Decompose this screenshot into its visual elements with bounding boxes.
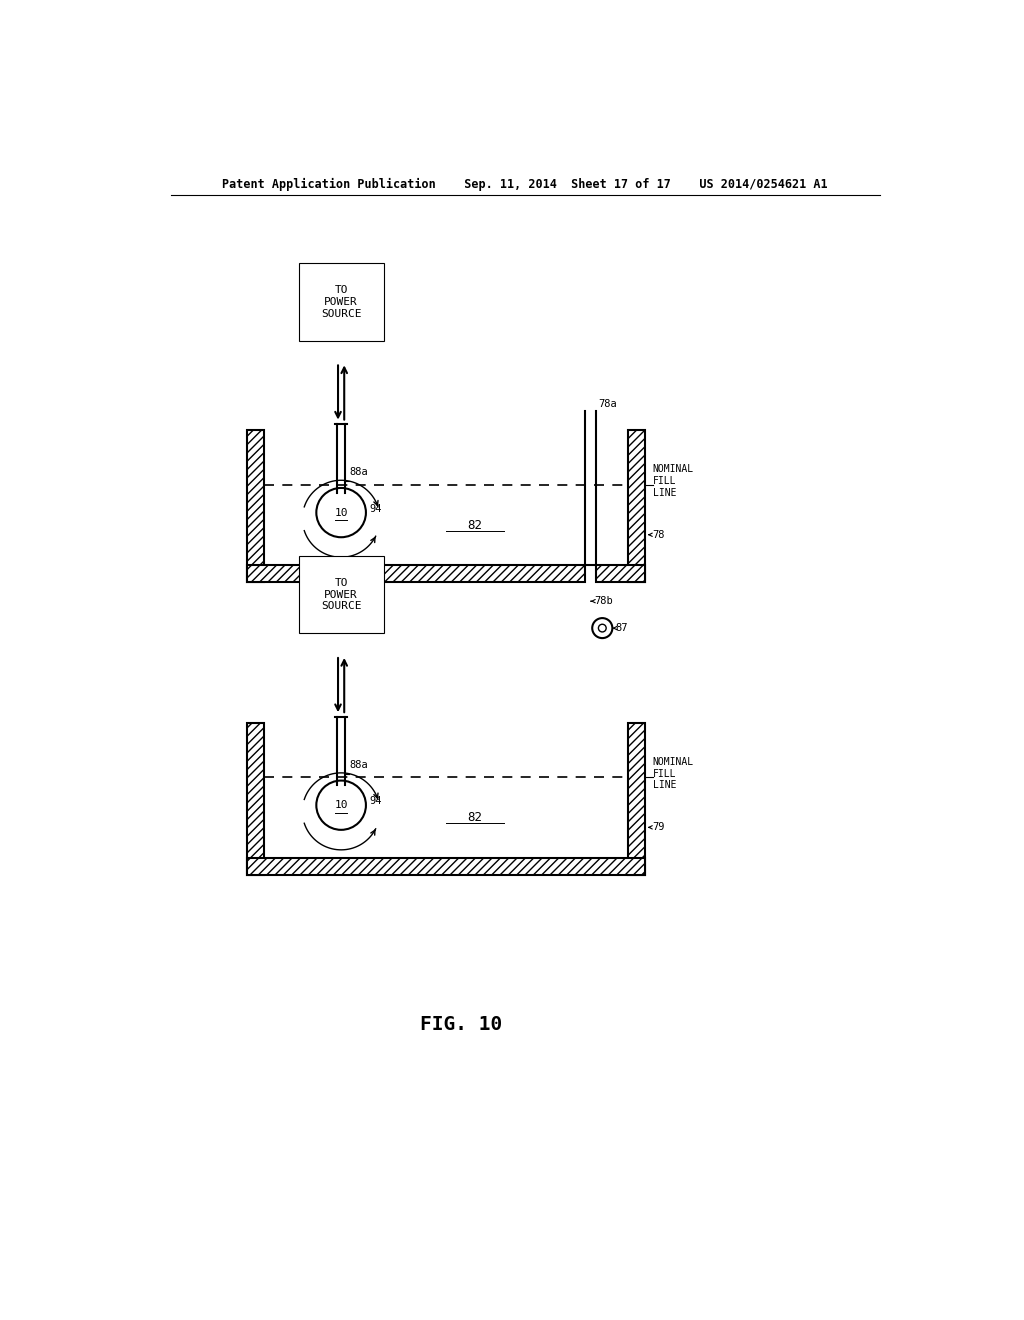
Bar [628, 430, 645, 582]
Text: 78a: 78a [598, 399, 617, 409]
Text: 78b: 78b [594, 597, 612, 606]
Text: 78: 78 [652, 529, 666, 540]
Text: 88a: 88a [349, 760, 368, 770]
Text: 94: 94 [369, 796, 382, 807]
Text: Patent Application Publication    Sep. 11, 2014  Sheet 17 of 17    US 2014/02546: Patent Application Publication Sep. 11, … [222, 178, 827, 191]
Text: FIG. 10: FIG. 10 [420, 1015, 503, 1034]
Text: 79: 79 [652, 822, 666, 833]
Text: NOMINAL
FILL
LINE: NOMINAL FILL LINE [652, 465, 694, 498]
Text: 87: 87 [615, 623, 628, 634]
Circle shape [316, 780, 366, 830]
Text: 82: 82 [467, 519, 482, 532]
Bar [247, 858, 645, 875]
Text: NOMINAL
FILL
LINE: NOMINAL FILL LINE [652, 758, 694, 791]
Text: 10: 10 [335, 508, 348, 517]
Bar [628, 723, 645, 875]
Text: TO
POWER
SOURCE: TO POWER SOURCE [321, 285, 361, 318]
Text: 82: 82 [467, 812, 482, 825]
Circle shape [316, 488, 366, 537]
Text: 10: 10 [335, 800, 348, 810]
Text: TO
POWER
SOURCE: TO POWER SOURCE [321, 578, 361, 611]
Text: 94: 94 [369, 504, 382, 513]
Bar [596, 565, 645, 582]
Text: 88a: 88a [349, 467, 368, 478]
Bar [247, 723, 263, 875]
Bar [247, 430, 263, 582]
Bar [247, 565, 586, 582]
